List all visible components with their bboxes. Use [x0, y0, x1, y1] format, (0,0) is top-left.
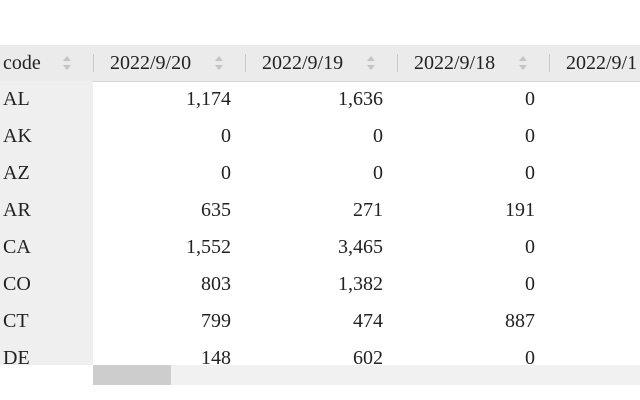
value-cell: 0 [525, 236, 535, 258]
value-cell: 803 [201, 273, 231, 295]
value-cell: 3,465 [338, 236, 383, 258]
value-cell: 0 [525, 273, 535, 295]
scrollbar-track[interactable] [93, 365, 640, 385]
value-cell: 1,174 [186, 88, 231, 110]
column-separator [549, 54, 550, 72]
sort-icon[interactable] [518, 54, 528, 72]
value-cell: 271 [353, 199, 383, 221]
value-cell: 148 [201, 347, 231, 365]
value-cell: 0 [221, 125, 231, 147]
header-row: code 2022/9/20 2022/9/19 2022/9/18 2022/9/1 [0, 45, 640, 82]
column-separator [245, 54, 246, 72]
grid: code 2022/9/20 2022/9/19 2022/9/18 2022/9/1 … [0, 45, 640, 365]
column-header[interactable]: 2022/9/1 [566, 52, 638, 74]
value-cell: 1,382 [338, 273, 383, 295]
column-header[interactable]: 2022/9/18 [414, 52, 496, 74]
scrollbar-thumb[interactable] [93, 365, 171, 385]
value-cell: 635 [201, 199, 231, 221]
column-separator [397, 54, 398, 72]
value-cell: 887 [505, 310, 535, 332]
value-cell: 1,552 [186, 236, 231, 258]
row-code: DE [3, 347, 30, 365]
row-code: CA [3, 236, 31, 258]
column-separator [93, 54, 94, 72]
value-cell: 191 [505, 199, 535, 221]
column-header[interactable]: code [3, 52, 41, 74]
column-header[interactable]: 2022/9/20 [110, 52, 192, 74]
value-cell: 0 [525, 347, 535, 365]
row-code: CO [3, 273, 31, 295]
value-cell: 0 [373, 162, 383, 184]
row-code: CT [3, 310, 29, 332]
row-code: AK [3, 125, 32, 147]
value-cell: 474 [353, 310, 383, 332]
sort-icon[interactable] [366, 54, 376, 72]
value-cell: 0 [525, 162, 535, 184]
row-code: AR [3, 199, 31, 221]
sort-icon[interactable] [62, 54, 72, 72]
value-cell: 0 [525, 125, 535, 147]
sort-icon[interactable] [214, 54, 224, 72]
value-cell: 0 [373, 125, 383, 147]
column-header[interactable]: 2022/9/19 [262, 52, 344, 74]
row-code: AZ [3, 162, 30, 184]
value-cell: 799 [201, 310, 231, 332]
code-column-bg [0, 81, 93, 365]
value-cell: 602 [353, 347, 383, 365]
value-cell: 1,636 [338, 88, 383, 110]
value-cell: 0 [221, 162, 231, 184]
row-code: AL [3, 88, 30, 110]
value-cell: 0 [525, 88, 535, 110]
